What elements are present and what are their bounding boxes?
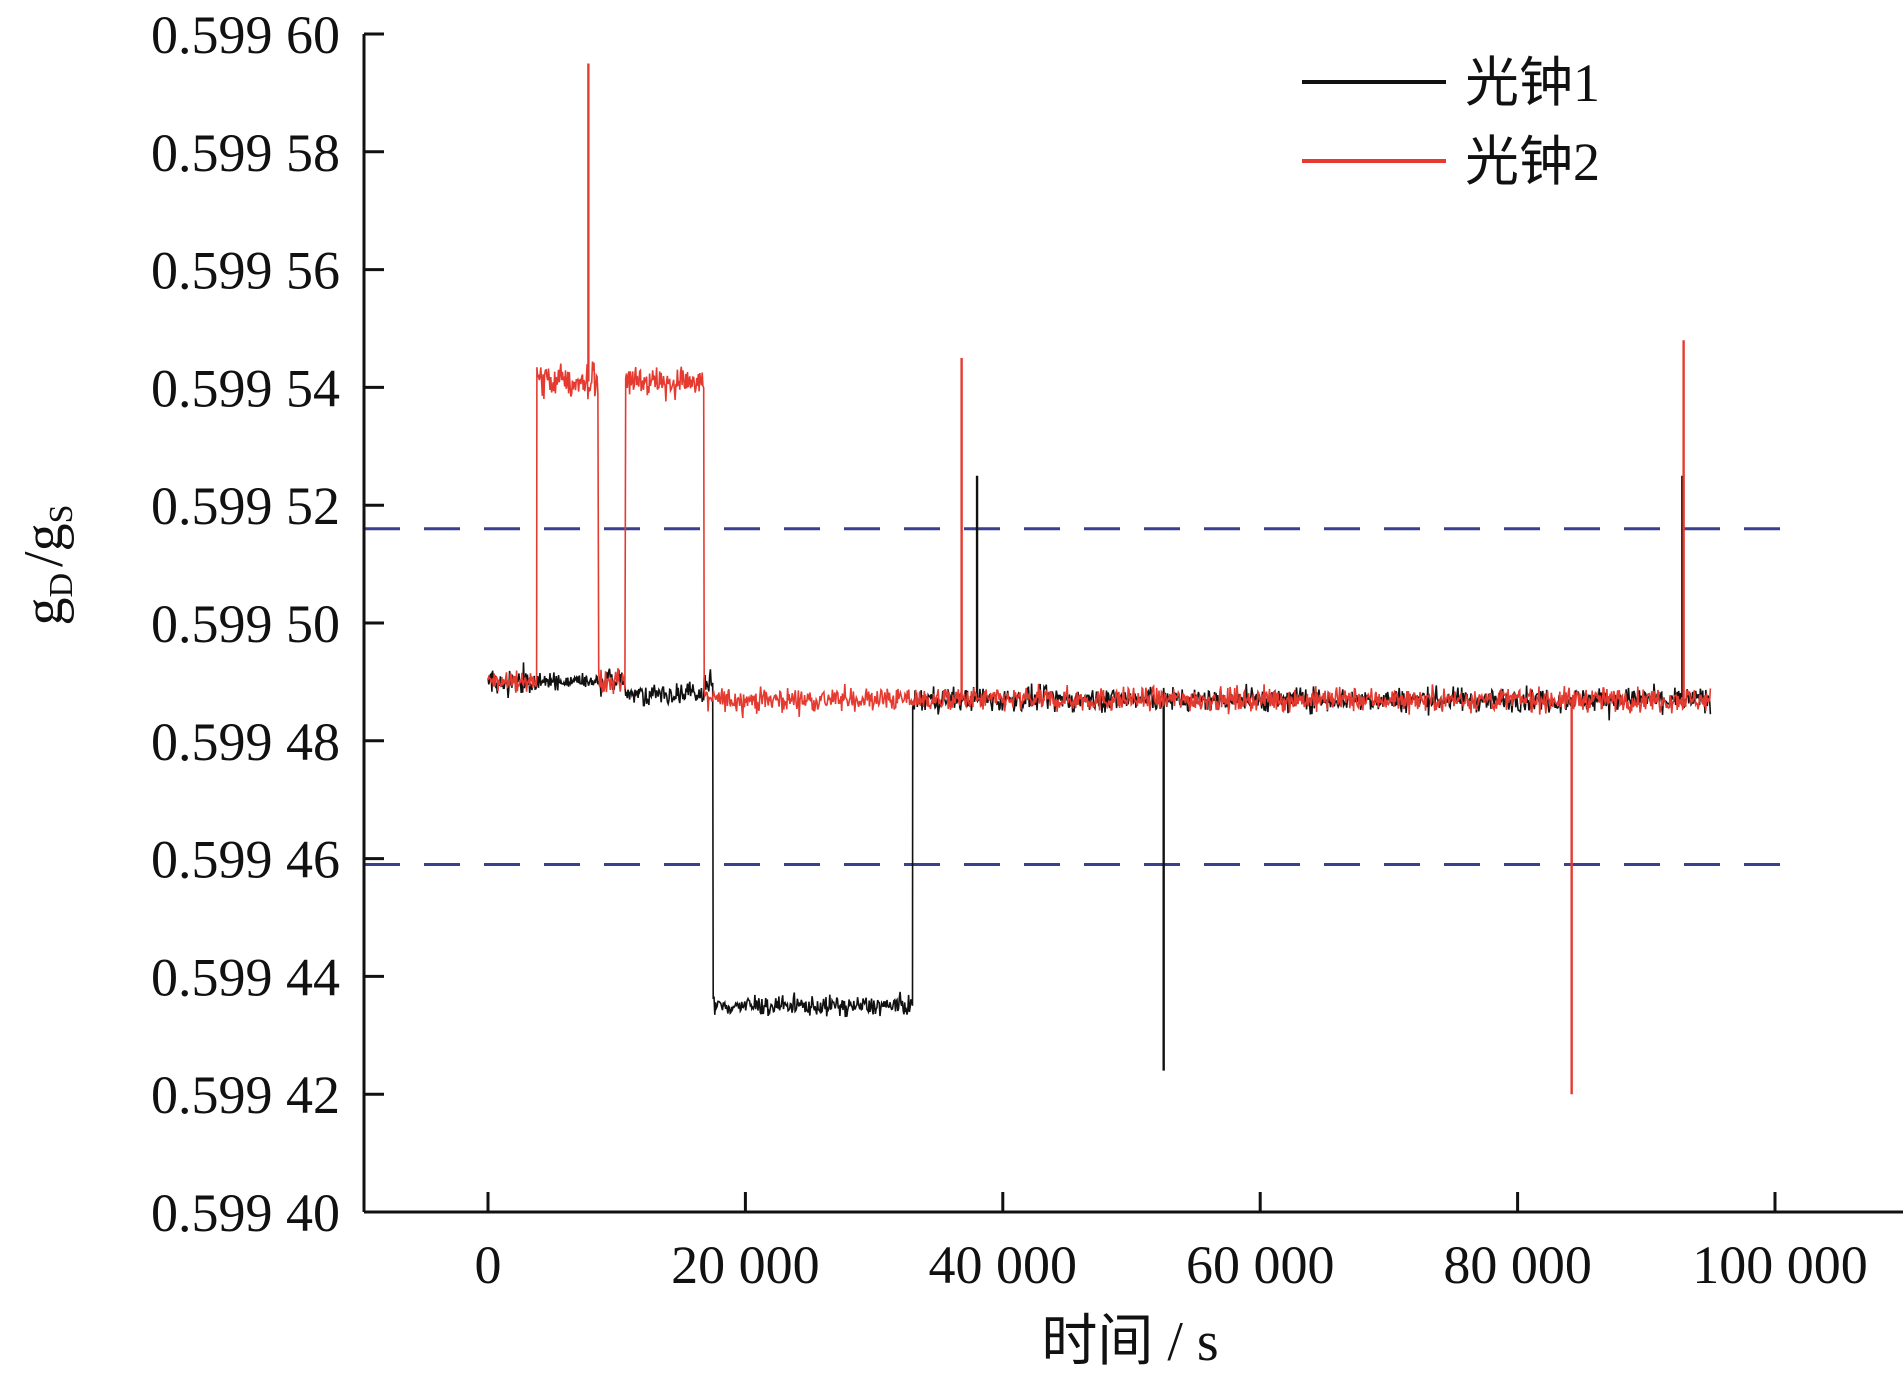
x-tick-label-5: 100 000	[1692, 1235, 1868, 1295]
y-tick-label-9: 0.599 58	[151, 123, 340, 183]
x-tick-label-2: 40 000	[929, 1235, 1078, 1295]
y-tick-label-7: 0.599 54	[151, 358, 340, 418]
y-tick-labels: 0.599 40 0.599 42 0.599 44 0.599 46 0.599 48…	[151, 5, 340, 1243]
y-tick-label-3: 0.599 46	[151, 830, 340, 890]
axes	[362, 34, 1903, 1214]
y-tick-label-4: 0.599 48	[151, 712, 340, 772]
y-tick-label-8: 0.599 56	[151, 241, 340, 301]
x-tick-label-4: 80 000	[1443, 1235, 1592, 1295]
y-title-base2: g	[13, 523, 75, 551]
y-tick-label-1: 0.599 42	[151, 1065, 340, 1125]
series-line-2	[487, 361, 1712, 719]
x-tick-label-3: 60 000	[1186, 1235, 1335, 1295]
x-tick-label-1: 20 000	[671, 1235, 820, 1295]
y-title-base1: g	[13, 598, 75, 626]
x-axis-title: 时间 / s	[1041, 1311, 1218, 1373]
y-title-sub1: D	[43, 573, 80, 598]
y-axis-title: gD/gS	[13, 504, 80, 625]
x-tick-labels: 0 20 000 40 000 60 000 80 000 100 000	[475, 1235, 1868, 1295]
x-tick-label-0: 0	[475, 1235, 502, 1295]
y-tick-label-5: 0.599 50	[151, 594, 340, 654]
svg-text:gD/gS: gD/gS	[13, 504, 80, 625]
y-tick-label-2: 0.599 44	[151, 947, 340, 1007]
legend-label-2: 光钟2	[1465, 132, 1600, 192]
legend-label-1: 光钟1	[1465, 53, 1600, 113]
y-title-sub2: S	[43, 504, 80, 523]
tick-marks	[364, 32, 1777, 1214]
y-tick-label-6: 0.599 52	[151, 476, 340, 536]
y-tick-label-0: 0.599 40	[151, 1183, 340, 1243]
series-line-1	[487, 662, 1712, 1018]
y-tick-label-10: 0.599 60	[151, 5, 340, 65]
y-title-sep: /	[13, 551, 75, 567]
series-layer	[487, 63, 1712, 1095]
